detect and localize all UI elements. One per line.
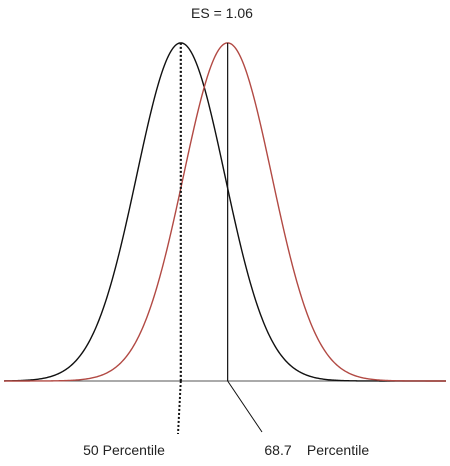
leader-68-7-percentile xyxy=(227,380,263,433)
marker-layer xyxy=(177,42,263,435)
series-layer xyxy=(3,42,446,382)
chart-title: ES = 1.06 xyxy=(191,5,253,21)
annotation-50-percentile: 50 Percentile xyxy=(83,442,165,458)
leader-50-percentile xyxy=(177,380,182,435)
series-0-curve xyxy=(3,42,446,382)
annotation-percentile-label: Percentile xyxy=(307,442,369,458)
series-1-curve xyxy=(4,42,446,382)
annotation-68-7-value: 68.7 xyxy=(264,442,291,458)
